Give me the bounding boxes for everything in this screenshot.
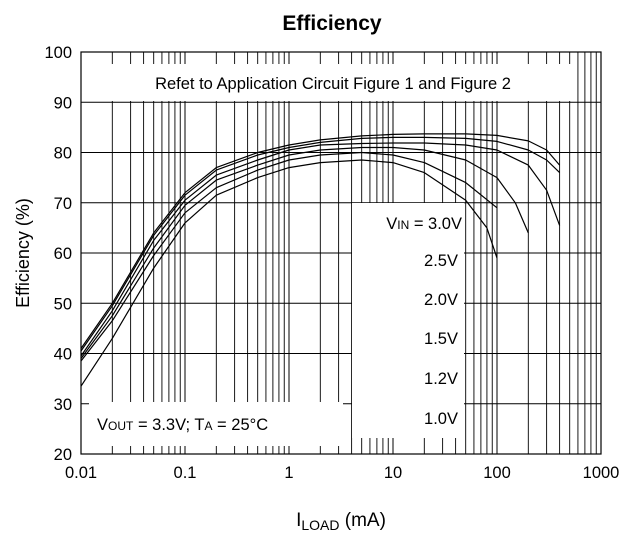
y-tick-label: 40 [54,346,72,364]
x-tick-label: 0.01 [65,464,97,482]
series-line-3v0V [80,133,561,349]
x-tick-label: 100 [483,464,511,482]
series-line-1v2V [80,151,498,362]
x-tick-label: 0.1 [174,464,197,482]
grid-lines [81,52,601,454]
annotation-top: Refet to Application Circuit Figure 1 an… [155,75,511,93]
x-tick-label: 10 [384,464,402,482]
y-tick-label: 70 [54,195,72,213]
tick-labels: 0.01 0.1 1 10 100 1000 20 30 40 50 60 70 80 90 100 [44,44,619,482]
vin-label-1v0: 1.0V [424,410,458,428]
y-tick-label: 90 [54,94,72,112]
x-tick-label: 1000 [583,464,620,482]
y-tick-label: 100 [44,44,72,62]
chart-title: Efficiency [282,12,382,35]
series-line-1v0V [80,159,498,387]
vin-label-3v0: VIN = 3.0V [386,215,462,233]
annotation-conditions: VOUT = 3.3V; TA = 25°C [97,416,268,434]
conditions-box [89,402,343,446]
series-line-1v5V [80,146,529,359]
x-axis-label: ILOAD (mA) [296,510,386,533]
vin-legend-box [352,203,464,438]
annotation-top-box [91,64,575,101]
y-tick-label: 80 [54,145,72,163]
series-line-2v0V [80,142,561,357]
vin-label-1v5: 1.5V [424,330,458,348]
vin-label-1v2: 1.2V [424,370,458,388]
y-tick-label: 20 [54,446,72,464]
y-tick-label: 30 [54,396,72,414]
vin-label-2v5: 2.5V [424,252,458,270]
y-tick-label: 60 [54,245,72,263]
efficiency-curves [80,133,561,387]
vin-label-2v0: 2.0V [424,291,458,309]
y-tick-label: 50 [54,295,72,313]
x-tick-label: 1 [284,464,293,482]
y-axis-label: Efficiency (%) [13,198,33,308]
series-line-2v5V [80,136,561,352]
